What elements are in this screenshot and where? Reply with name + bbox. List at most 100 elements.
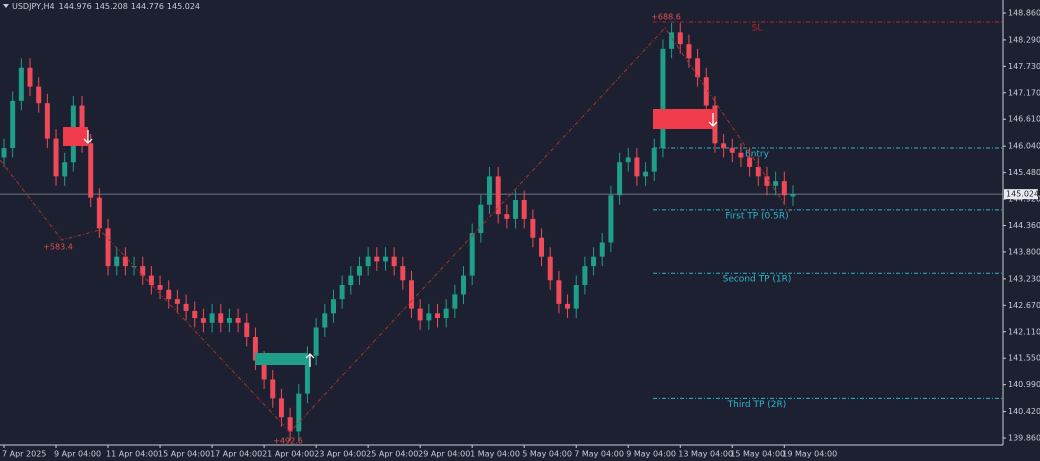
candle-body	[287, 417, 293, 432]
level-label: Second TP (1R)	[723, 275, 792, 285]
candle-body	[62, 162, 68, 177]
candle-body	[504, 214, 510, 219]
candle-body	[140, 266, 146, 276]
sell-zone	[653, 109, 715, 129]
candle-body	[322, 313, 328, 328]
y-tick-label: 142.670	[1008, 301, 1040, 310]
candle-body	[669, 32, 675, 49]
candle-body	[738, 152, 744, 158]
candle-body	[452, 294, 458, 309]
candle-body	[721, 143, 727, 149]
y-tick-label: 145.480	[1008, 168, 1040, 177]
price-box-label: 145.024	[1006, 190, 1039, 199]
candle-body	[261, 360, 267, 380]
candle-body	[773, 181, 779, 186]
candle-body	[478, 204, 484, 234]
x-tick-label: 15 Apr 04:00	[158, 450, 210, 459]
candle-body	[513, 199, 519, 219]
candle-body	[660, 48, 666, 149]
y-tick-label: 146.040	[1008, 142, 1040, 151]
y-tick-label: 147.170	[1008, 88, 1040, 97]
x-tick-label: 29 Apr 04:00	[418, 450, 470, 459]
candle-body	[469, 233, 475, 276]
candle-body	[695, 58, 701, 78]
candle-body	[53, 138, 59, 177]
candle-body	[27, 67, 33, 87]
candle-body	[651, 148, 657, 172]
candle-body	[36, 86, 42, 104]
x-tick-label: 15 May 04:00	[730, 450, 785, 459]
level-label: Third TP (2R)	[727, 400, 787, 410]
candle-body	[183, 303, 189, 311]
y-tick-label: 143.230	[1008, 274, 1040, 283]
y-tick-label: 141.550	[1008, 354, 1040, 363]
candle-body	[755, 166, 761, 177]
candle-body	[96, 197, 102, 229]
candle-body	[408, 280, 414, 309]
price-box	[1004, 189, 1038, 200]
candle-body	[547, 256, 553, 281]
zigzag-line	[0, 27, 791, 433]
candle-body	[114, 256, 120, 267]
candle-body	[608, 195, 614, 243]
candle-body	[200, 318, 206, 323]
x-tick-label: 9 May 04:00	[626, 450, 676, 459]
candle-body	[157, 285, 163, 290]
y-tick-label: 140.420	[1008, 407, 1040, 416]
candle-body	[1, 148, 7, 158]
candle-body	[617, 162, 623, 196]
annotation: +688.6	[651, 13, 681, 22]
candle-body	[686, 44, 692, 59]
candle-body	[400, 266, 406, 281]
candle-body	[521, 199, 527, 219]
candle-body	[461, 275, 467, 295]
candle-body	[44, 103, 50, 139]
candle-body	[105, 228, 111, 267]
y-tick-label: 148.290	[1008, 35, 1040, 44]
y-tick-label: 147.730	[1008, 62, 1040, 71]
candle-body	[252, 336, 258, 361]
candle-body	[530, 218, 536, 238]
candle-body	[209, 313, 215, 323]
candle-body	[435, 313, 440, 319]
x-tick-label: 25 Apr 04:00	[366, 450, 418, 459]
candle-body	[226, 318, 232, 323]
candle-body	[426, 313, 432, 321]
x-tick-label: 17 Apr 04:00	[210, 450, 262, 459]
level-label: SL	[752, 23, 763, 33]
last-close: 145.024	[167, 2, 200, 11]
candle-body	[122, 256, 128, 267]
candle-body	[348, 275, 354, 286]
candle-body	[556, 280, 562, 304]
y-tick-label: 146.610	[1008, 115, 1040, 124]
candle-body	[591, 256, 597, 267]
candle-body	[330, 299, 336, 314]
x-tick-label: 5 May 04:00	[522, 450, 572, 459]
candle-body	[634, 157, 640, 177]
candle-body	[382, 256, 388, 262]
candle-body	[10, 100, 16, 149]
candle-body	[565, 303, 571, 309]
candle-body	[166, 289, 172, 300]
candle-body	[495, 176, 501, 215]
menu-triangle[interactable]	[3, 4, 9, 8]
candle-body	[79, 105, 85, 144]
sell-arrow	[708, 113, 718, 127]
y-tick-label: 139.860	[1008, 434, 1040, 443]
candle-body	[218, 313, 224, 323]
candle-body	[625, 157, 631, 163]
candle-body	[313, 327, 319, 356]
candle-body	[764, 176, 770, 186]
y-tick-label: 143.800	[1008, 247, 1040, 256]
candle-body	[487, 176, 493, 205]
candle-body	[790, 194, 796, 197]
x-tick-label: 7 May 04:00	[574, 450, 624, 459]
candle-body	[192, 310, 198, 319]
candle-body	[747, 157, 753, 167]
x-tick-label: 1 May 04:00	[470, 450, 520, 459]
candle-body	[365, 256, 371, 267]
candle-body	[304, 355, 310, 394]
